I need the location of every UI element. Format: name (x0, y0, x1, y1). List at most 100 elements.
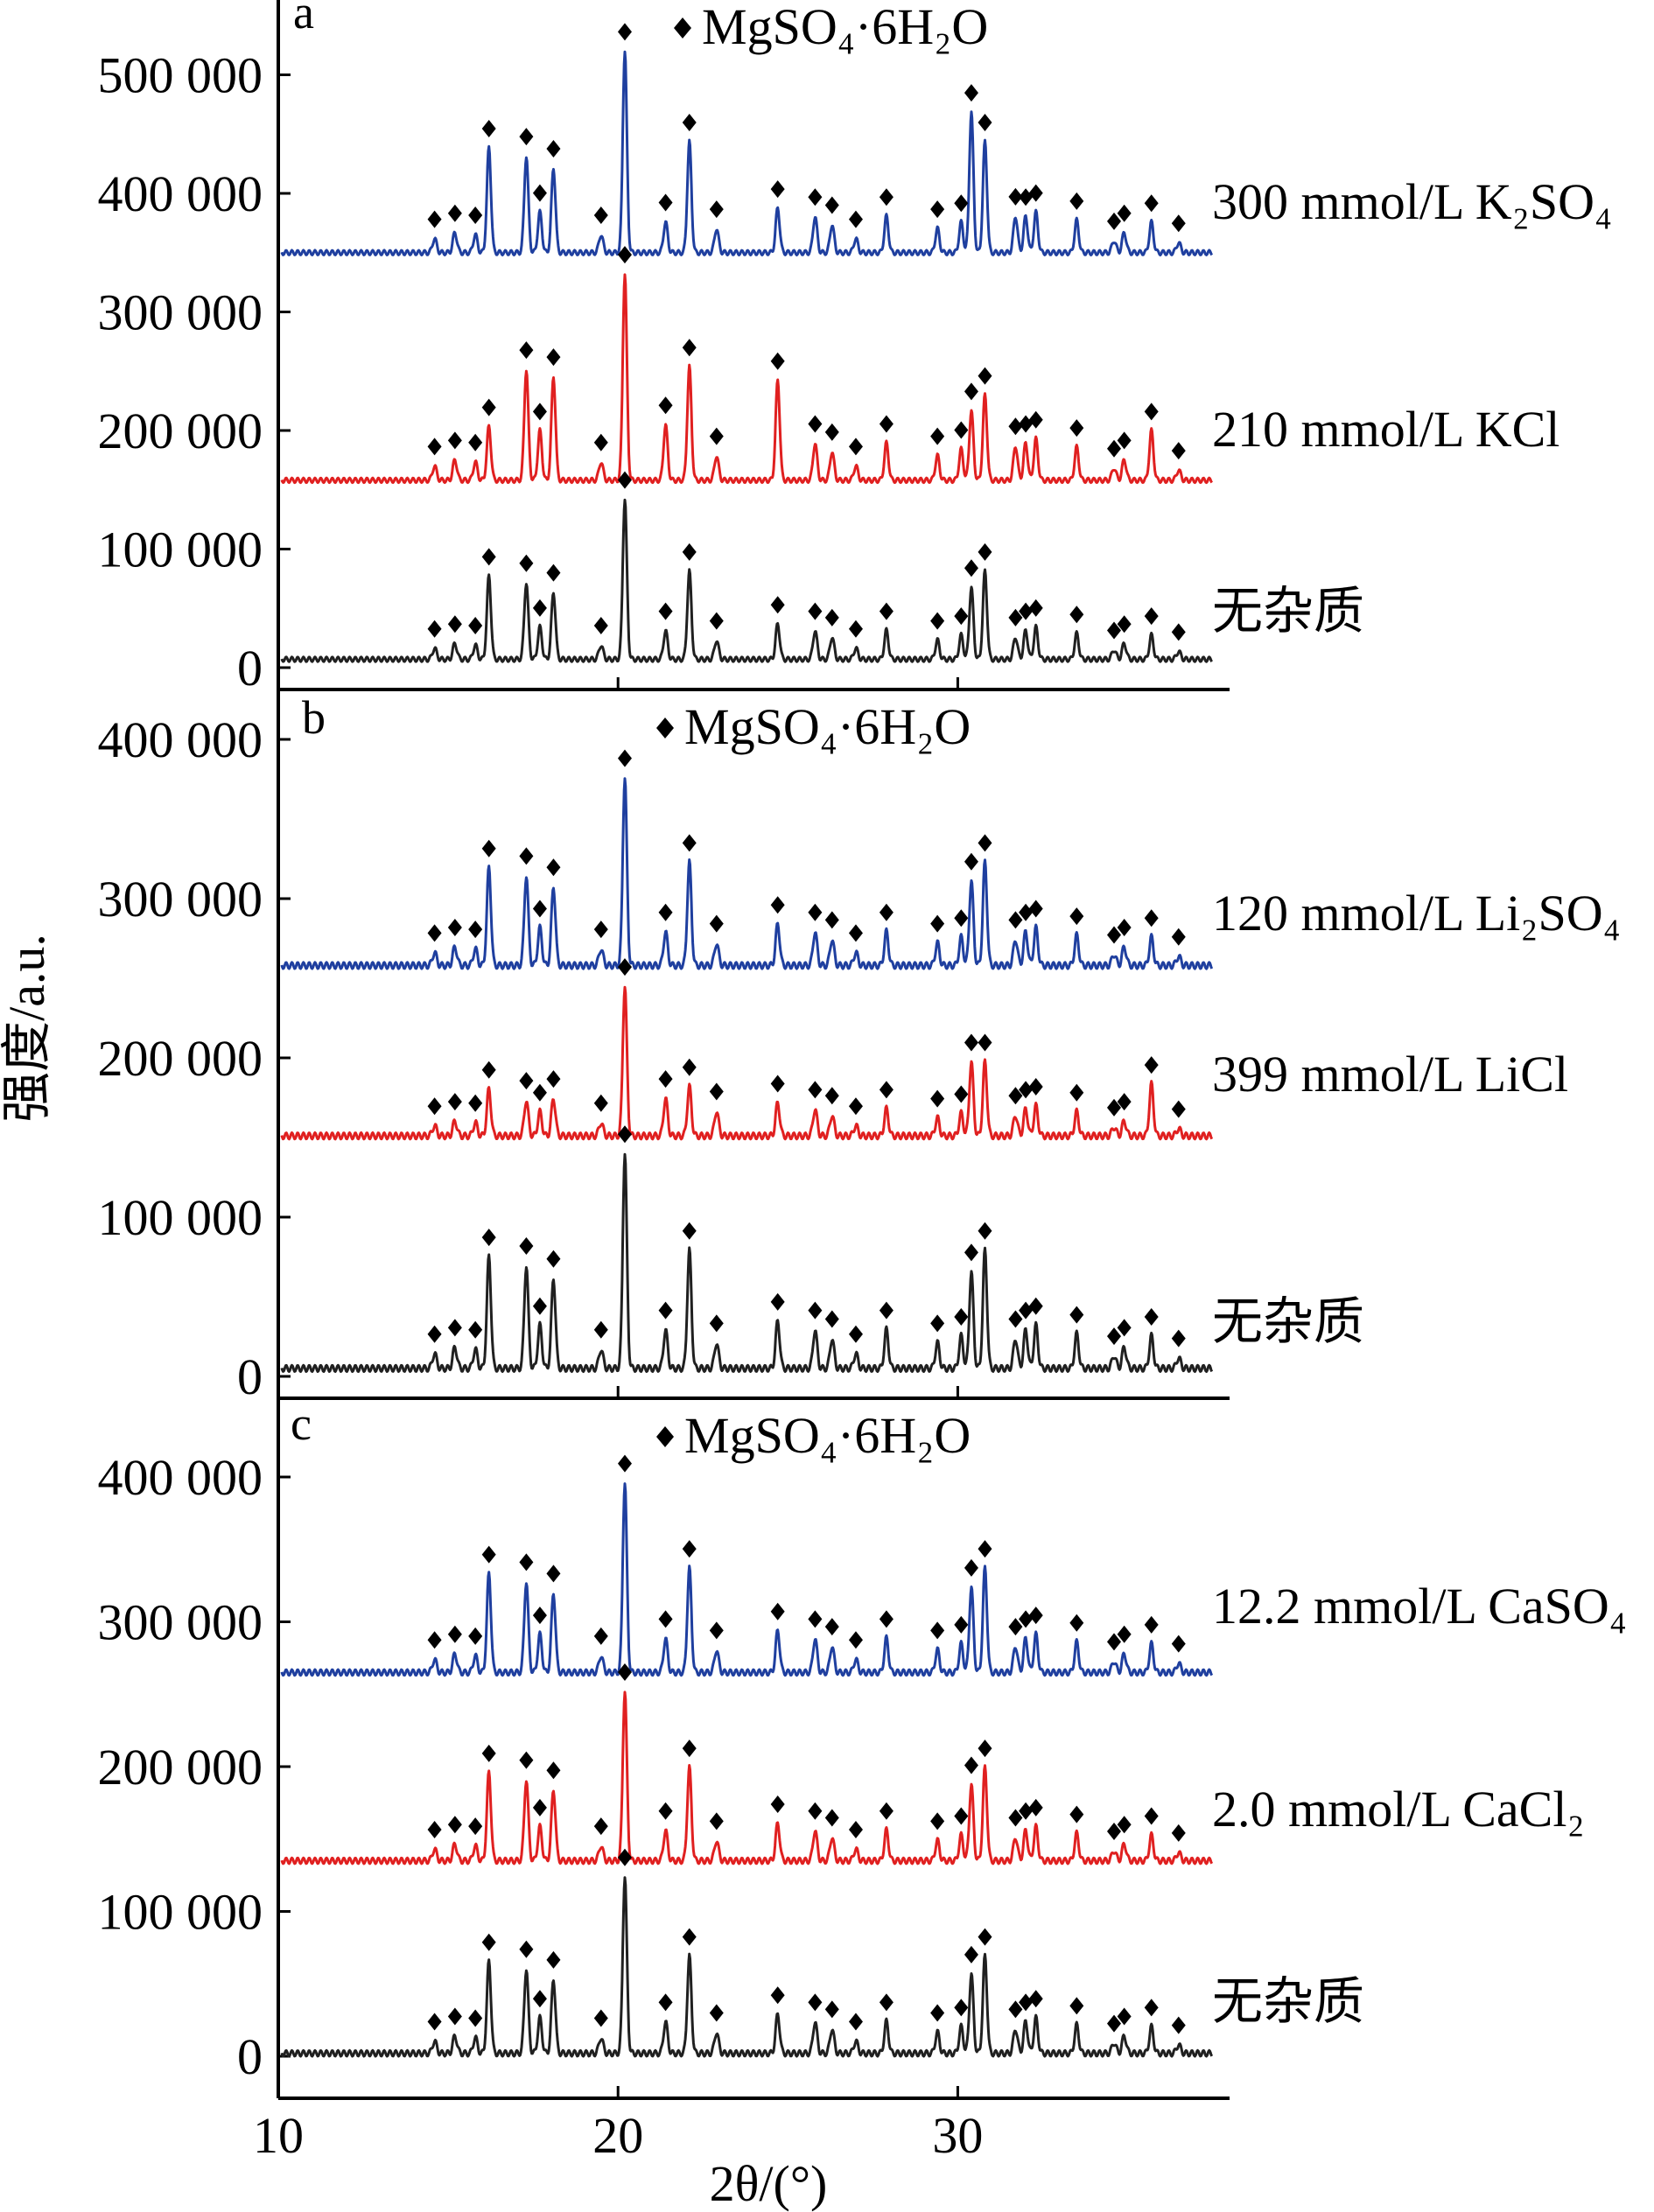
series-line (280, 498, 1214, 663)
peak-marker (709, 1082, 724, 1101)
peak-marker (532, 1990, 547, 2008)
peak-marker (930, 200, 945, 219)
peak-marker (481, 1933, 496, 1951)
peak-marker (824, 423, 839, 441)
peak-marker (954, 909, 969, 928)
peak-marker (447, 1319, 462, 1337)
x-tick-label: 10 (253, 2107, 304, 2164)
peak-marker (1107, 1098, 1122, 1116)
peak-marker (954, 1807, 969, 1825)
peak-marker (709, 200, 724, 219)
peak-marker (1069, 192, 1084, 210)
peak-marker (930, 1089, 945, 1108)
peak-marker (930, 2004, 945, 2022)
peak-marker (1028, 1606, 1043, 1625)
series-line (280, 273, 1214, 485)
peak-marker (481, 548, 496, 566)
panel-letter: a (293, 0, 314, 38)
peak-marker (1107, 1822, 1122, 1840)
peak-marker (546, 140, 561, 158)
peak-marker (682, 1740, 697, 1758)
series-2: 无杂质 (280, 1125, 1364, 1373)
peak-marker (1028, 900, 1043, 918)
peak-marker (964, 1243, 978, 1262)
peak-marker (593, 1817, 608, 1836)
peak-marker (1171, 214, 1186, 233)
peak-marker (954, 1085, 969, 1103)
y-tick-label: 0 (237, 640, 263, 696)
peak-marker (954, 421, 969, 439)
peak-marker (824, 1809, 839, 1827)
peak-marker (709, 2004, 724, 2022)
peak-marker (1069, 1614, 1084, 1632)
peak-marker (617, 1125, 632, 1144)
peak-marker (930, 914, 945, 933)
series-label: 无杂质 (1212, 1293, 1364, 1350)
peak-marker (770, 896, 785, 914)
peak-marker (808, 1610, 823, 1628)
peak-marker (1117, 2007, 1132, 2026)
peak-marker (682, 1058, 697, 1076)
peak-marker (546, 1761, 561, 1780)
peak-marker (709, 1621, 724, 1640)
peak-marker (808, 415, 823, 433)
peak-marker (1107, 212, 1122, 230)
peak-marker (964, 382, 978, 401)
y-tick-label: 400 000 (98, 711, 263, 768)
peak-marker (954, 607, 969, 626)
peak-marker (808, 188, 823, 206)
peak-marker (1107, 621, 1122, 640)
peak-marker (593, 433, 608, 452)
peak-marker (593, 617, 608, 635)
peak-marker (658, 396, 673, 415)
peak-marker (546, 348, 561, 367)
peak-marker (930, 1314, 945, 1333)
peak-marker (532, 1083, 547, 1102)
peak-marker (1028, 598, 1043, 617)
peak-marker (709, 612, 724, 630)
peak-marker (546, 1564, 561, 1583)
peak-marker (770, 1602, 785, 1620)
legend-label: MgSO₄·6H₂O (684, 698, 971, 755)
series-label: 2.0 mmol/L CaCl₂ (1212, 1781, 1585, 1838)
peak-marker (1144, 1308, 1159, 1326)
peak-marker (519, 847, 534, 865)
peak-marker (879, 1802, 894, 1820)
peak-marker (770, 596, 785, 614)
peak-marker (954, 1998, 969, 2017)
peak-marker (617, 1662, 632, 1681)
series-2: 无杂质 (280, 1848, 1364, 2058)
peak-marker (1117, 1816, 1132, 1834)
peak-marker (532, 402, 547, 421)
peak-marker (808, 1301, 823, 1320)
peak-marker (1069, 907, 1084, 926)
series-line (280, 1152, 1214, 1373)
peak-marker (468, 920, 483, 939)
peak-marker (709, 1812, 724, 1830)
peak-marker (468, 1094, 483, 1112)
peak-marker (848, 620, 863, 638)
peak-marker (808, 1993, 823, 2012)
peak-marker (978, 114, 992, 132)
peak-marker (1144, 194, 1159, 213)
peak-marker (481, 1744, 496, 1762)
peak-marker (770, 1292, 785, 1311)
peak-marker (1069, 419, 1084, 438)
peak-marker (447, 1093, 462, 1111)
peak-marker (481, 1060, 496, 1079)
peak-marker (447, 204, 462, 222)
peak-marker (824, 911, 839, 929)
peak-marker (481, 1228, 496, 1247)
peak-marker (1008, 1809, 1023, 1827)
peak-marker (879, 415, 894, 433)
peak-marker (468, 2009, 483, 2027)
peak-marker (546, 1070, 561, 1088)
series-label: 12.2 mmol/L CaSO₄ (1212, 1578, 1627, 1634)
y-tick-label: 300 000 (98, 1594, 263, 1651)
y-tick-label: 400 000 (98, 165, 263, 222)
peak-marker (1019, 1802, 1034, 1820)
peak-marker (519, 1072, 534, 1090)
peak-marker (978, 1740, 992, 1758)
peak-marker (519, 554, 534, 572)
